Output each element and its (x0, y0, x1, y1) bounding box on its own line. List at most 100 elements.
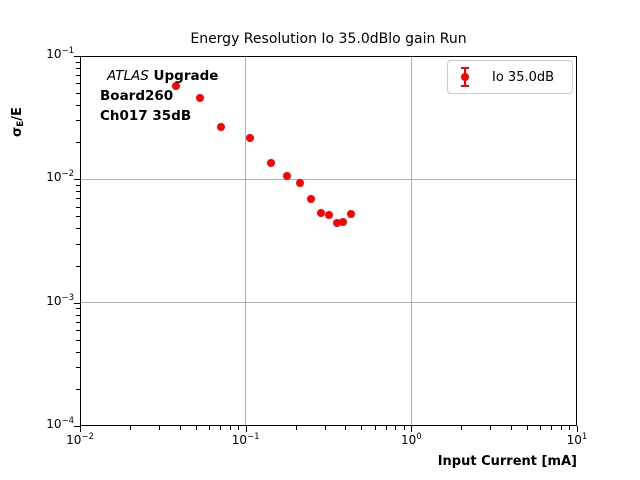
y-minor-tick (76, 67, 80, 69)
errorbar-dot (461, 73, 469, 81)
y-minor-tick (76, 216, 80, 218)
x-tick-label: 10−2 (50, 432, 110, 447)
x-gridline (410, 56, 412, 426)
x-tick-label: 100 (381, 432, 441, 447)
x-tick-label-exponent: −2 (81, 432, 94, 442)
x-minor-tick (560, 426, 562, 430)
x-tick-label: 101 (547, 432, 607, 447)
x-tick-label: 10−1 (216, 432, 276, 447)
data-point (346, 210, 355, 219)
x-minor-tick (361, 426, 363, 430)
x-minor-tick (569, 426, 571, 430)
y-tick-label-exponent: −2 (61, 169, 74, 180)
data-point (266, 158, 275, 167)
y-minor-tick (76, 191, 80, 193)
annotation-line-1: ATLAS Upgrade (107, 66, 218, 86)
y-tick-label: 10−1 (34, 46, 74, 61)
y-tick-label: 10−4 (34, 416, 74, 431)
x-tick-label-exponent: 1 (581, 432, 588, 442)
y-major-tick (74, 302, 80, 304)
y-minor-tick (76, 75, 80, 77)
y-tick-label-exponent: −3 (61, 292, 74, 303)
y-gridline (80, 302, 577, 304)
x-minor-tick (403, 426, 405, 430)
annotation-board: Board260 (100, 88, 174, 104)
data-point (333, 219, 342, 228)
data-point (195, 93, 204, 102)
y-minor-tick (76, 351, 80, 353)
y-minor-tick (76, 83, 80, 85)
y-minor-tick (76, 330, 80, 332)
data-point (339, 218, 348, 227)
x-minor-tick (179, 426, 181, 430)
x-minor-tick (527, 426, 529, 430)
y-tick-label-base: 10 (46, 170, 62, 185)
y-tick-label-exponent: −4 (61, 416, 74, 426)
x-minor-tick (461, 426, 463, 430)
x-major-tick (80, 426, 81, 432)
y-tick-label: 10−3 (34, 292, 74, 308)
data-point (317, 209, 326, 218)
x-axis-label: Input Current [mA] (437, 454, 577, 469)
x-minor-tick (295, 426, 297, 430)
annotation-experiment: ATLAS (107, 68, 149, 84)
annotation-program: Upgrade (153, 68, 219, 84)
y-minor-tick (76, 388, 80, 390)
y-minor-tick (76, 206, 80, 208)
y-minor-tick (76, 321, 80, 323)
x-minor-tick (324, 426, 326, 430)
y-minor-tick (76, 184, 80, 186)
data-point (245, 134, 254, 143)
plot-area (80, 56, 577, 426)
legend-label: Io 35.0dB (492, 69, 555, 85)
y-minor-tick (76, 367, 80, 369)
x-minor-tick (374, 426, 376, 430)
x-minor-tick (385, 426, 387, 430)
x-tick-label-base: 10 (566, 433, 582, 447)
y-minor-tick (76, 243, 80, 245)
y-minor-tick (76, 198, 80, 200)
data-point (172, 82, 181, 91)
y-minor-tick (76, 93, 80, 95)
x-minor-tick (395, 426, 397, 430)
x-major-tick (245, 426, 247, 432)
y-minor-tick (76, 228, 80, 230)
x-gridline (245, 56, 247, 426)
y-major-tick (74, 179, 80, 181)
x-minor-tick (551, 426, 553, 430)
y-axis-label: σE/E (10, 107, 26, 137)
y-minor-tick (76, 265, 80, 267)
x-minor-tick (238, 426, 240, 430)
y-tick-label: 10−2 (34, 169, 74, 185)
x-tick-label-base: 10 (231, 433, 248, 447)
errorbar-cap-top (461, 67, 469, 69)
ylabel-rest: /E (10, 107, 25, 121)
x-tick-label-exponent: −1 (247, 432, 260, 442)
y-tick-label-exponent: −1 (61, 46, 74, 56)
x-minor-tick (208, 426, 210, 430)
errorbar-marker-icon (452, 64, 478, 90)
x-minor-tick (490, 426, 492, 430)
y-minor-tick (76, 314, 80, 316)
y-minor-tick (76, 339, 80, 341)
x-tick-label-exponent: 0 (416, 432, 422, 442)
x-minor-tick (159, 426, 161, 430)
x-tick-label-base: 10 (400, 433, 417, 447)
chart-title: Energy Resolution Io 35.0dBlo gain Run (190, 31, 467, 47)
data-point (296, 179, 305, 188)
annotation-channel: Ch017 35dB (100, 108, 192, 124)
x-major-tick (577, 426, 578, 432)
y-tick-label-base: 10 (46, 293, 62, 308)
y-minor-tick (76, 61, 80, 63)
x-minor-tick (345, 426, 347, 430)
data-point (324, 211, 333, 220)
ylabel-subscript: E (16, 120, 26, 127)
y-tick-label-base: 10 (46, 47, 62, 61)
y-major-tick (74, 56, 80, 57)
y-tick-label-base: 10 (46, 417, 62, 431)
y-gridline (80, 178, 577, 180)
x-minor-tick (229, 426, 231, 430)
data-point (307, 195, 315, 204)
y-major-tick (74, 426, 80, 427)
